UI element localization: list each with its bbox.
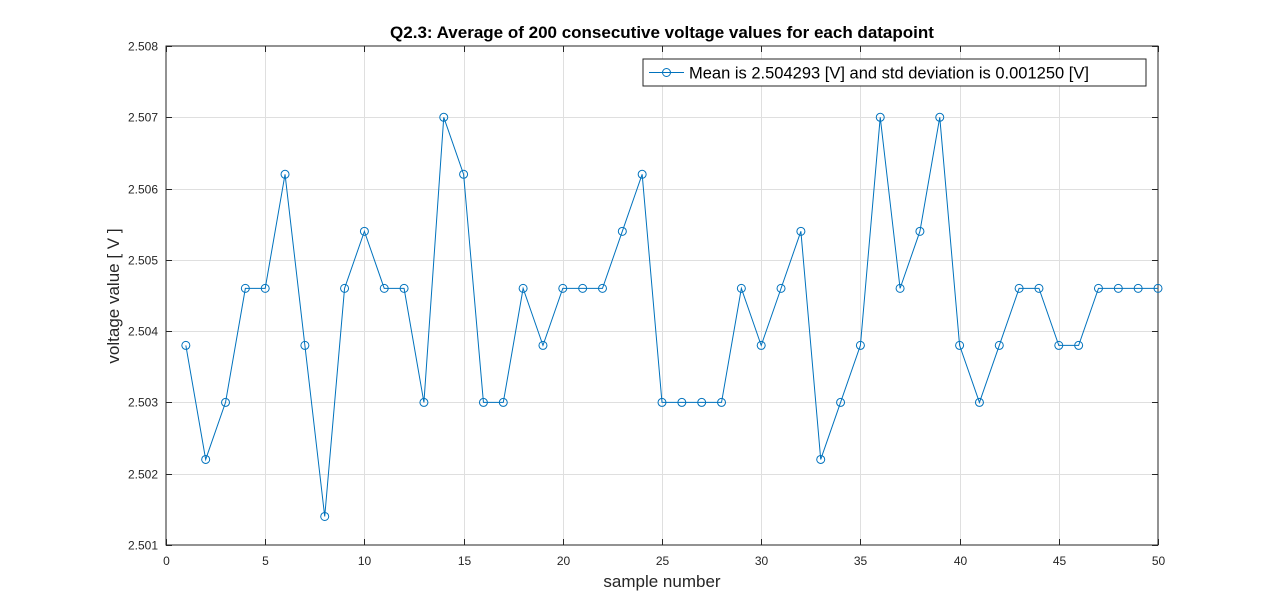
chart-title: Q2.3: Average of 200 consecutive voltage… [390, 23, 934, 42]
gridlines [166, 46, 1158, 545]
data-point [1133, 283, 1143, 293]
y-tick-label: 2.505 [128, 254, 158, 268]
data-point [240, 283, 250, 293]
legend-entry-label: Mean is 2.504293 [V] and std deviation i… [689, 65, 1089, 83]
y-tick-label: 2.507 [128, 111, 158, 125]
x-tick-label: 40 [954, 554, 968, 568]
legend-box [642, 58, 1147, 87]
data-point [439, 112, 449, 122]
data-point [181, 340, 191, 350]
y-tick-label: 2.506 [128, 183, 158, 197]
data-point [340, 283, 350, 293]
data-point [677, 397, 687, 407]
data-point [816, 454, 826, 464]
data-point [1034, 283, 1044, 293]
y-axis-label: voltage value [ V ] [104, 228, 123, 363]
data-point [637, 169, 647, 179]
data-point [895, 283, 905, 293]
data-point [955, 340, 965, 350]
data-point [1074, 340, 1084, 350]
data-point [280, 169, 290, 179]
x-axis-label: sample number [603, 572, 721, 591]
x-tick-label: 20 [557, 554, 571, 568]
data-point [578, 283, 588, 293]
x-tick-label: 15 [458, 554, 472, 568]
data-point [459, 169, 469, 179]
data-point [260, 283, 270, 293]
data-point [300, 340, 310, 350]
y-tick-label: 2.508 [128, 40, 158, 54]
data-point [855, 340, 865, 350]
data-point [478, 397, 488, 407]
x-tick-label: 0 [163, 554, 170, 568]
data-point [221, 397, 231, 407]
x-tick-label: 50 [1152, 554, 1166, 568]
data-point [617, 226, 627, 236]
data-point [756, 340, 766, 350]
data-point [697, 397, 707, 407]
x-tick-label: 25 [656, 554, 670, 568]
data-point [498, 397, 508, 407]
data-point [518, 283, 528, 293]
data-point [201, 454, 211, 464]
x-tick-label: 10 [358, 554, 372, 568]
data-point [399, 283, 409, 293]
data-point [1054, 340, 1064, 350]
series-layer [181, 112, 1163, 521]
data-point [974, 397, 984, 407]
data-point [597, 283, 607, 293]
data-point [379, 283, 389, 293]
data-point [657, 397, 667, 407]
data-point [1014, 283, 1024, 293]
data-point [419, 397, 429, 407]
x-tick-label: 35 [854, 554, 868, 568]
data-point [1153, 283, 1163, 293]
data-point [558, 283, 568, 293]
data-point [994, 340, 1004, 350]
data-point [796, 226, 806, 236]
data-point [875, 112, 885, 122]
x-tick-label: 30 [755, 554, 769, 568]
legend: Mean is 2.504293 [V] and std deviation i… [642, 58, 1147, 87]
data-point [836, 397, 846, 407]
data-point [359, 226, 369, 236]
data-point [538, 340, 548, 350]
y-tick-label: 2.504 [128, 325, 158, 339]
data-point [320, 511, 330, 521]
series-line [185, 117, 1158, 517]
data-point [717, 397, 727, 407]
legend-marker [662, 68, 671, 77]
data-point [1093, 283, 1103, 293]
data-point [935, 112, 945, 122]
data-point [736, 283, 746, 293]
y-tick-label: 2.502 [128, 468, 158, 482]
y-tick-label: 2.501 [128, 539, 158, 553]
x-tick-label: 5 [262, 554, 269, 568]
y-tick-label: 2.503 [128, 396, 158, 410]
data-point [915, 226, 925, 236]
x-tick-label: 45 [1053, 554, 1067, 568]
data-point [1113, 283, 1123, 293]
axis-ticks: 0 5 10 15 20 25 30 35 40 45 50 2.501 2.502 2.503 2.504… [128, 40, 1166, 569]
data-point [776, 283, 786, 293]
